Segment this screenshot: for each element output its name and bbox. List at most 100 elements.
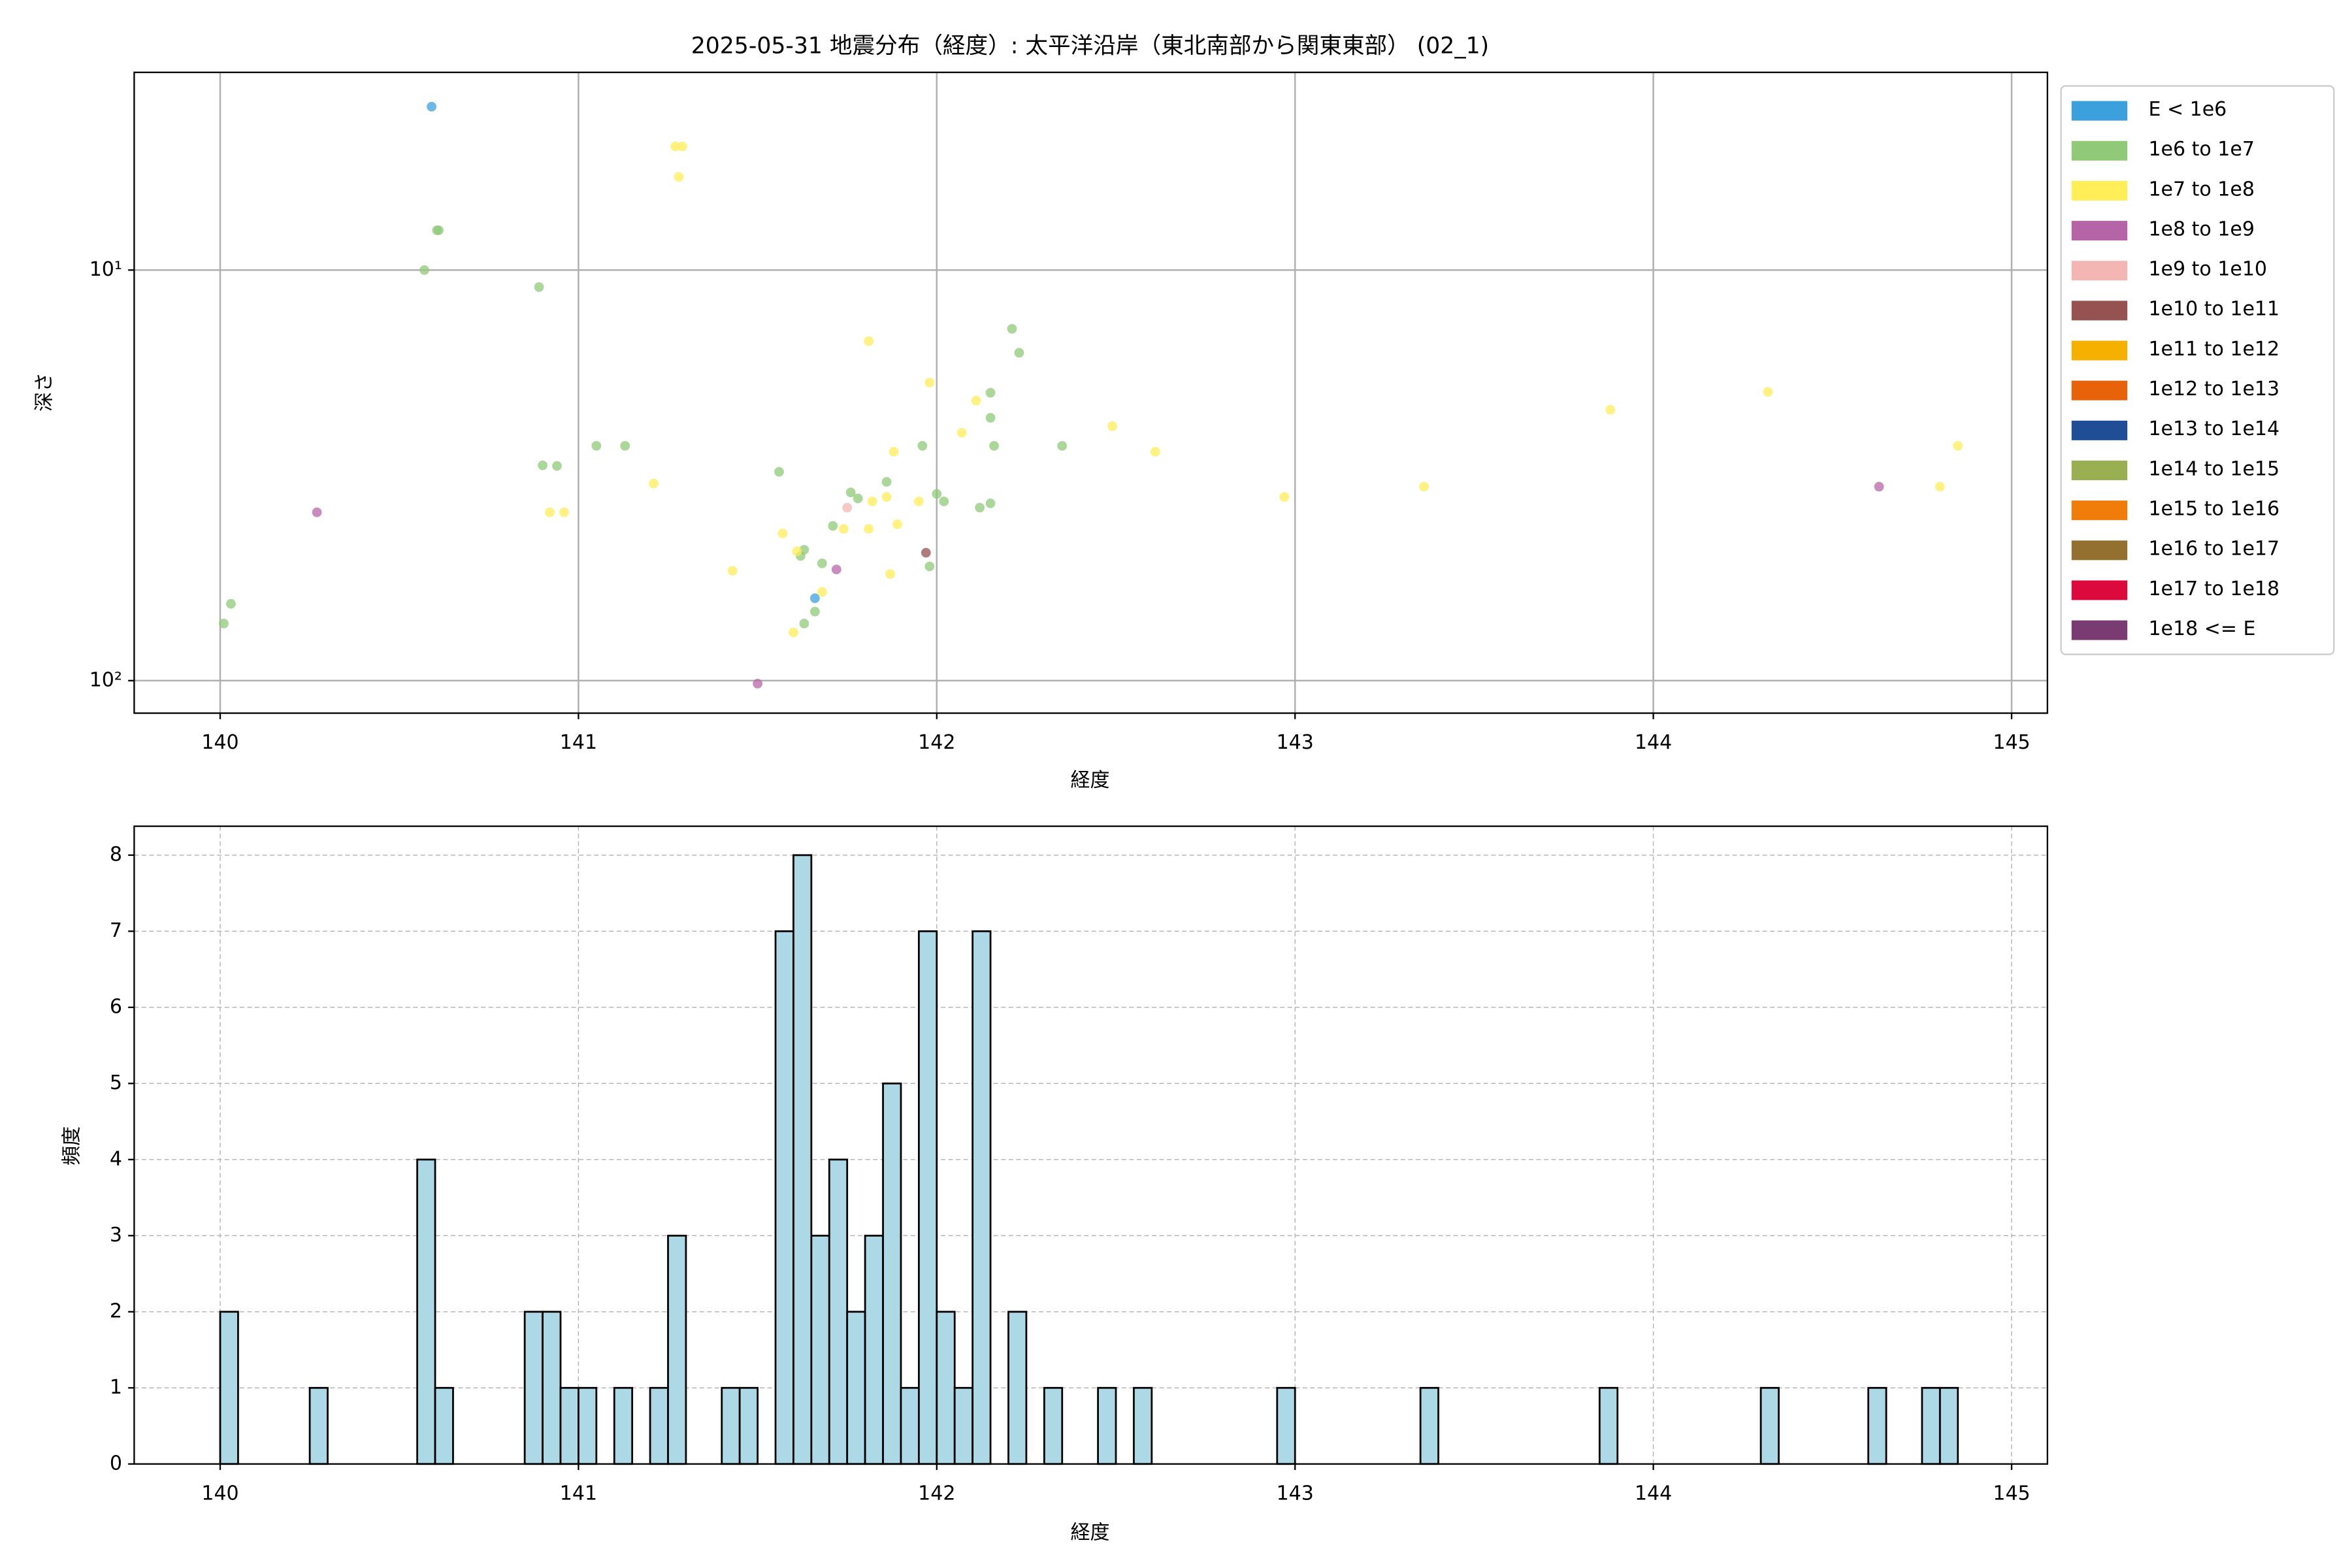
x-tick-label: 144 <box>1635 731 1672 754</box>
legend-label: 1e18 <= E <box>2148 617 2255 640</box>
point <box>828 521 838 531</box>
point <box>932 489 942 499</box>
x-tick-label: 143 <box>1277 731 1314 754</box>
legend-label: 1e9 to 1e10 <box>2148 258 2267 281</box>
legend-swatch <box>2071 140 2128 161</box>
point <box>1279 492 1290 502</box>
chart-title: 2025-05-31 地震分布（経度）: 太平洋沿岸（東北南部から関東東部） (… <box>691 33 1489 59</box>
point <box>971 395 981 406</box>
point <box>219 619 229 629</box>
point <box>777 529 788 538</box>
bar <box>864 1234 884 1465</box>
point <box>312 507 322 517</box>
point <box>774 466 784 477</box>
y-tick-label: 0 <box>110 1452 122 1475</box>
legend-label: 1e7 to 1e8 <box>2148 178 2254 201</box>
point <box>892 519 902 529</box>
x-tick-label: 140 <box>201 731 238 754</box>
y-tick-label: 5 <box>110 1071 122 1094</box>
y-axis-label: 深さ <box>33 372 56 412</box>
point <box>427 101 436 112</box>
point <box>419 265 429 275</box>
y-axis-label: 頻度 <box>60 1126 83 1166</box>
x-axis-label: 経度 <box>1070 769 1109 792</box>
point <box>1014 348 1024 358</box>
point <box>939 497 949 506</box>
point <box>913 497 924 506</box>
x-tick-label: 142 <box>918 1482 955 1505</box>
y-tick-label: 1 <box>110 1376 122 1399</box>
y-tick-label: 7 <box>110 919 122 942</box>
legend-swatch <box>2071 261 2128 281</box>
point <box>864 524 874 534</box>
point <box>924 378 935 388</box>
bar <box>434 1386 454 1465</box>
point <box>831 564 841 574</box>
bar <box>578 1386 598 1465</box>
bar <box>900 1386 920 1465</box>
bar <box>219 1311 239 1465</box>
point <box>674 172 684 182</box>
legend-label: 1e15 to 1e16 <box>2148 498 2279 521</box>
point <box>545 507 555 517</box>
x-tick-label: 145 <box>1993 731 2030 754</box>
bar <box>792 854 813 1465</box>
bar <box>1759 1386 1780 1465</box>
legend-swatch <box>2071 540 2128 561</box>
legend-swatch <box>2071 420 2128 440</box>
bar <box>721 1386 741 1465</box>
point <box>842 502 853 513</box>
bar <box>542 1311 562 1465</box>
bar <box>846 1311 866 1465</box>
point <box>799 545 809 555</box>
point <box>956 427 967 438</box>
point <box>649 478 659 489</box>
bar <box>1097 1386 1117 1465</box>
legend-swatch <box>2071 301 2128 321</box>
bar <box>308 1386 329 1465</box>
plot-frame <box>133 71 2048 714</box>
bar <box>613 1386 634 1465</box>
point <box>727 566 738 576</box>
point <box>434 225 444 235</box>
legend-swatch <box>2071 380 2128 400</box>
bar <box>1276 1386 1296 1465</box>
legend-swatch <box>2071 500 2128 521</box>
legend-label: 1e6 to 1e7 <box>2148 138 2254 161</box>
point <box>817 587 827 597</box>
point <box>1007 323 1017 334</box>
point <box>670 141 680 152</box>
point <box>881 477 892 487</box>
point <box>559 507 569 517</box>
point <box>226 598 236 609</box>
point <box>1057 441 1068 451</box>
bar <box>1007 1311 1028 1465</box>
point <box>792 546 802 557</box>
point <box>838 524 849 534</box>
point <box>678 141 687 152</box>
bar <box>1598 1386 1619 1465</box>
point <box>799 619 809 629</box>
plot-frame <box>133 825 2048 1465</box>
bar <box>738 1386 759 1465</box>
point <box>620 441 630 451</box>
x-tick-label: 140 <box>201 1482 238 1505</box>
bar <box>774 930 794 1465</box>
legend-swatch <box>2071 340 2128 361</box>
point <box>552 461 562 471</box>
point <box>864 336 874 346</box>
point <box>1419 482 1429 492</box>
point <box>1605 404 1616 415</box>
legend-swatch <box>2071 620 2128 640</box>
x-tick-label: 141 <box>560 731 597 754</box>
point <box>1107 421 1117 431</box>
point <box>534 282 544 292</box>
y-tick-label: 2 <box>110 1299 122 1322</box>
legend-label: E < 1e6 <box>2148 98 2227 121</box>
point <box>889 447 899 457</box>
point <box>789 627 798 638</box>
bar <box>882 1082 902 1465</box>
